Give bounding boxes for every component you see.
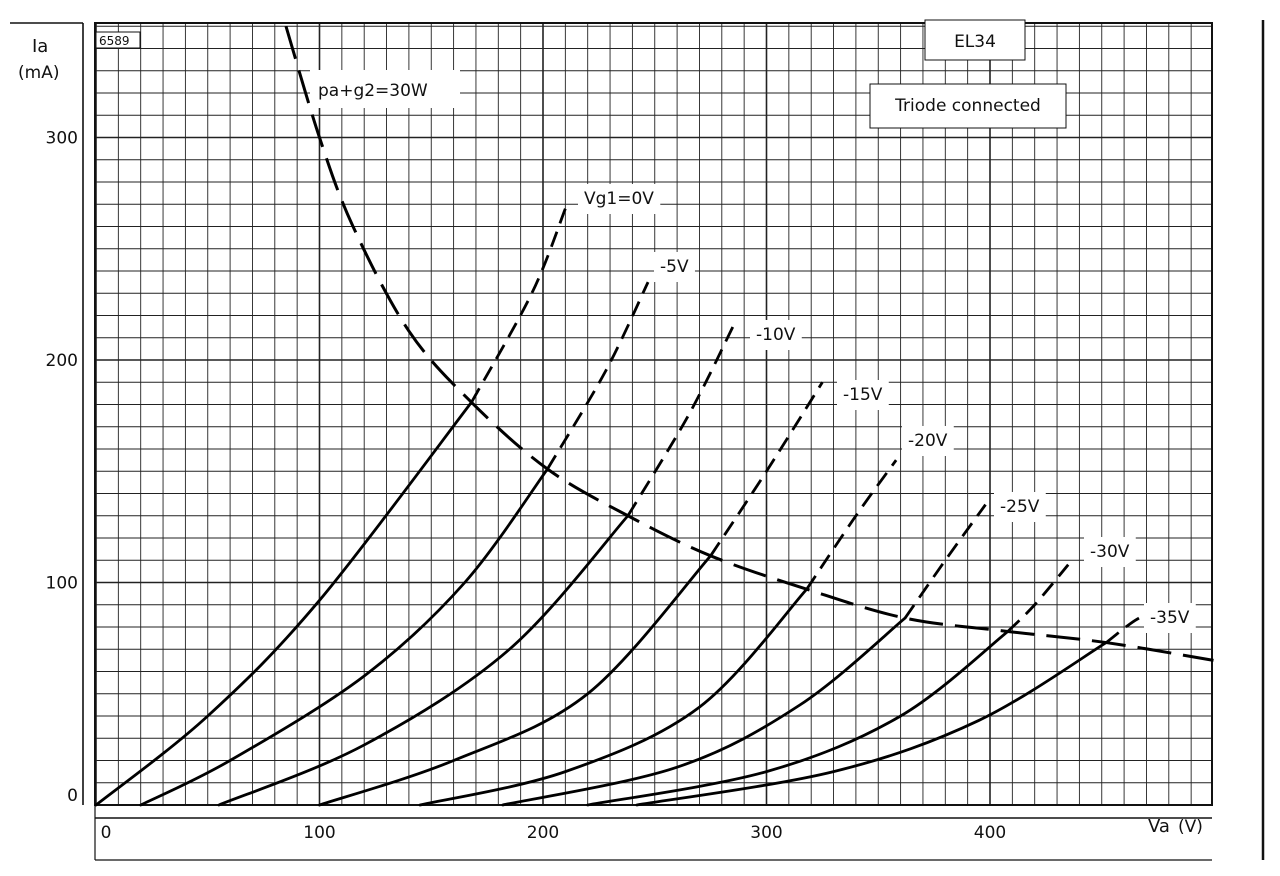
curve-dashed-3 <box>709 381 824 557</box>
x-axis-unit: (V) <box>1178 817 1203 837</box>
curve-solid-3 <box>318 554 713 807</box>
curve-label-bg <box>1144 603 1196 633</box>
curve-label-bg <box>902 426 954 456</box>
tube-title: EL34 <box>954 32 996 52</box>
x-tick-label-2: 200 <box>527 823 559 843</box>
y-tick-label-3: 300 <box>46 129 78 149</box>
curve-solid-1 <box>139 467 549 807</box>
curve-label-1: -5V <box>660 257 689 277</box>
curve-label-4: -20V <box>908 431 948 451</box>
curve-solid-6 <box>586 630 1010 807</box>
x-tick-label-3: 300 <box>750 823 782 843</box>
curve-solid-7 <box>635 641 1108 807</box>
y-tick-label-1: 100 <box>46 574 78 594</box>
curve-label-5: -25V <box>1000 497 1040 517</box>
tick-labels: 0 100 200 300 400 0 100 200 300 <box>46 129 1007 844</box>
curves <box>94 208 1163 807</box>
figure-id-box <box>95 31 141 49</box>
curve-label-bg <box>654 252 695 282</box>
curve-label-bg <box>750 320 802 350</box>
grid <box>95 23 1212 806</box>
x-axis-name: Va <box>1148 816 1170 837</box>
curve-label-7: -35V <box>1150 608 1190 628</box>
curve-label-bg <box>994 492 1046 522</box>
curve-dashed-1 <box>546 281 650 470</box>
curve-label-2: -10V <box>756 325 796 345</box>
curve-solid-0 <box>94 400 473 807</box>
curve-dashed-6 <box>1006 563 1070 633</box>
curve-dashed-2 <box>626 325 735 517</box>
chart-frame <box>10 20 1265 861</box>
curve-solid-2 <box>217 514 630 807</box>
curve-label-bg <box>578 184 661 214</box>
labels: 6589 EL34 Triode connected pa+g2=30W Ia … <box>18 19 1203 837</box>
x-tick-label-0: 0 <box>101 823 112 843</box>
power-label-box <box>310 70 460 108</box>
curve-label-bg <box>837 380 889 410</box>
power-curve-path <box>284 25 1214 662</box>
curve-label-6: -30V <box>1090 542 1130 562</box>
y-axis-unit: (mA) <box>18 63 59 83</box>
y-axis-name: Ia <box>32 36 48 57</box>
curve-label-0: Vg1=0V <box>584 189 654 209</box>
power-dissipation-curve <box>284 25 1214 662</box>
y-tick-label-0: 0 <box>67 786 78 806</box>
power-label: pa+g2=30W <box>318 81 428 101</box>
x-tick-label-1: 100 <box>303 823 335 843</box>
curve-solid-5 <box>501 616 907 807</box>
y-tick-label-2: 200 <box>46 351 78 371</box>
figure-id: 6589 <box>99 34 130 48</box>
x-tick-label-4: 400 <box>974 823 1006 843</box>
curve-label-3: -15V <box>843 385 883 405</box>
tube-title-box <box>924 19 1026 61</box>
curve-label-bg <box>1084 537 1136 567</box>
curve-dashed-4 <box>805 459 898 590</box>
curve-dashed-0 <box>470 208 567 403</box>
mode-label: Triode connected <box>894 96 1041 116</box>
plot-border <box>94 22 1213 806</box>
mode-box <box>869 83 1067 129</box>
curve-solid-4 <box>418 587 809 807</box>
